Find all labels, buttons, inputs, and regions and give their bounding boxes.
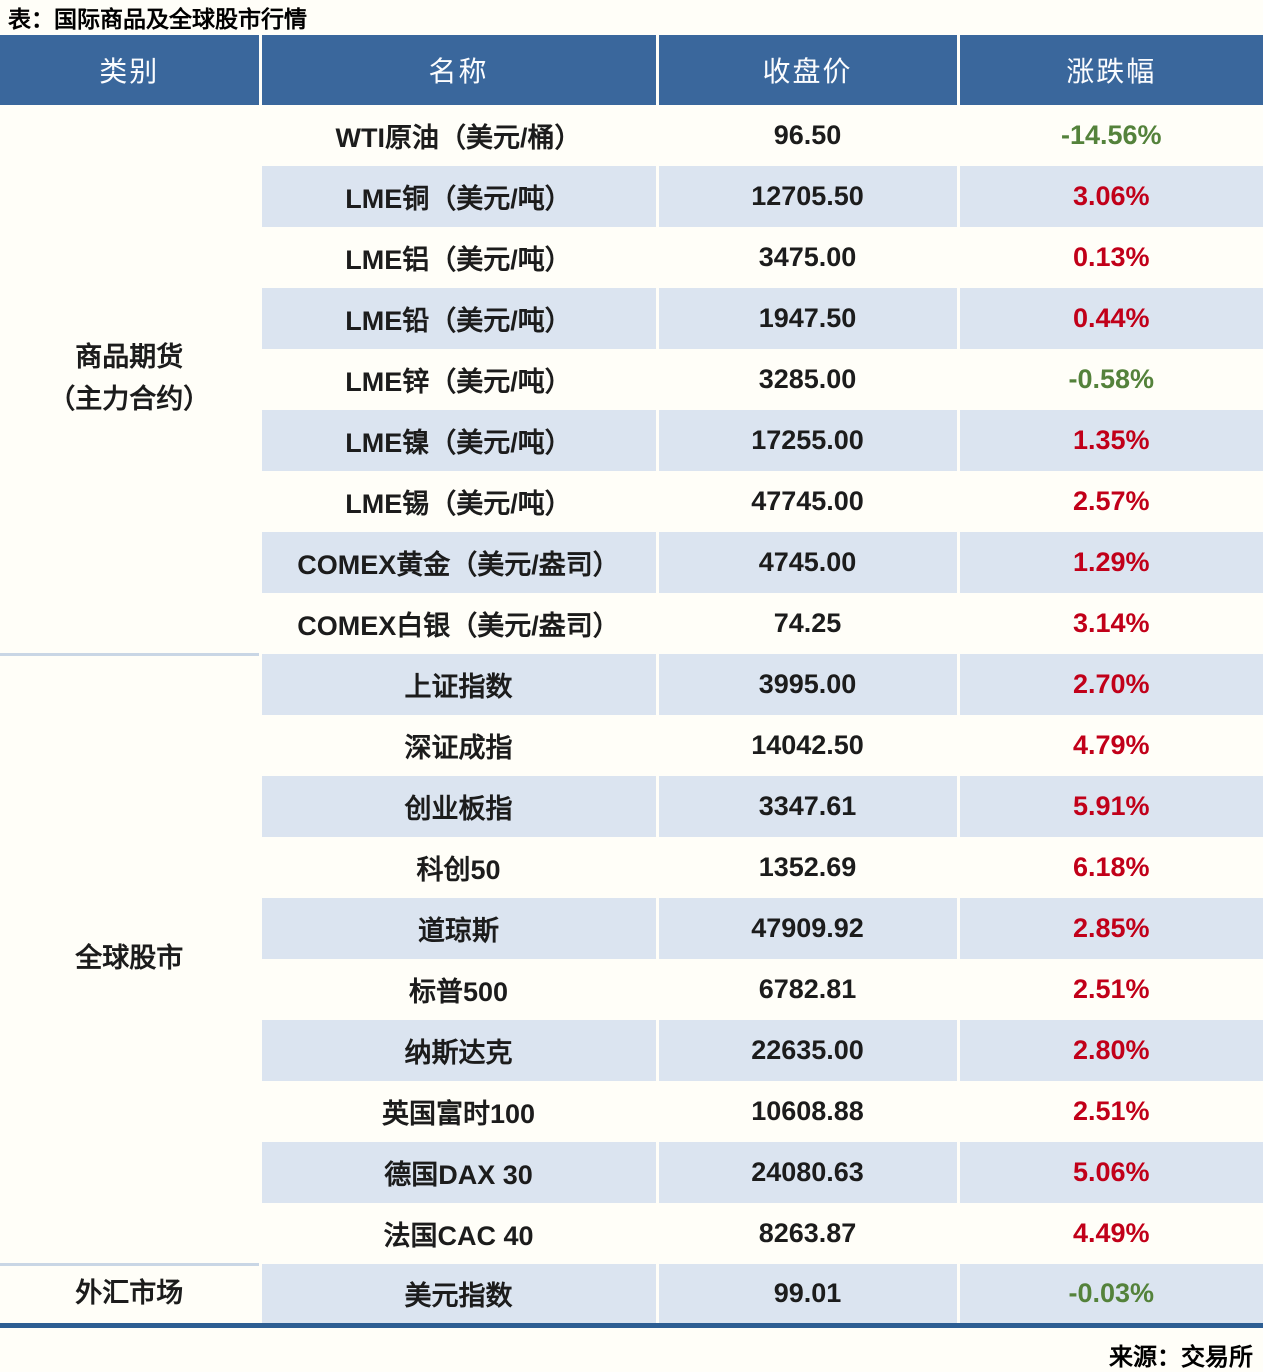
- close-price-cell: 3285.00: [655, 349, 958, 410]
- close-price-cell: 99.01: [655, 1264, 958, 1325]
- close-price-cell: 17255.00: [655, 410, 958, 471]
- change-percent-cell: 2.80%: [956, 1020, 1263, 1081]
- table-row: 外汇市场 美元指数 99.01 -0.03%: [0, 1262, 1263, 1325]
- table-row: 标普500 6782.81 2.51%: [0, 959, 1263, 1020]
- close-price-cell: 3475.00: [655, 227, 958, 288]
- change-percent-cell: 5.91%: [956, 776, 1263, 837]
- category-line: 外汇市场: [75, 1278, 184, 1309]
- change-percent-cell: 0.13%: [956, 227, 1263, 288]
- table-row: 法国CAC 40 8263.87 4.49%: [0, 1203, 1263, 1264]
- close-price-cell: 8263.87: [655, 1203, 958, 1264]
- table-row: LME铝（美元/吨） 3475.00 0.13%: [0, 227, 1263, 288]
- close-price-cell: 22635.00: [655, 1020, 958, 1081]
- table-row: 科创50 1352.69 6.18%: [0, 837, 1263, 898]
- change-percent-cell: 1.29%: [956, 532, 1263, 593]
- table-row: COMEX黄金（美元/盎司） 4745.00 1.29%: [0, 532, 1263, 593]
- table-row: 全球股市 上证指数 3995.00 2.70%: [0, 652, 1263, 1264]
- close-price-cell: 6782.81: [655, 959, 958, 1020]
- change-percent-cell: 3.06%: [956, 166, 1263, 227]
- category-cell: 外汇市场: [0, 1262, 260, 1325]
- table-row: COMEX白银（美元/盎司） 74.25 3.14%: [0, 593, 1263, 654]
- close-price-cell: 24080.63: [655, 1142, 958, 1203]
- change-percent-cell: 0.44%: [956, 288, 1263, 349]
- instrument-name-cell: LME铜（美元/吨）: [258, 166, 657, 227]
- table-row: LME铜（美元/吨） 12705.50 3.06%: [0, 166, 1263, 227]
- instrument-name-cell: COMEX白银（美元/盎司）: [258, 593, 657, 654]
- instrument-name-cell: 法国CAC 40: [258, 1203, 657, 1264]
- table-row: 道琼斯 47909.92 2.85%: [0, 898, 1263, 959]
- change-percent-cell: 3.14%: [956, 593, 1263, 654]
- header-category: 类别: [0, 35, 260, 105]
- change-percent-cell: 2.51%: [956, 1081, 1263, 1142]
- table-row: LME锌（美元/吨） 3285.00 -0.58%: [0, 349, 1263, 410]
- category-cell: 全球股市: [0, 652, 260, 1264]
- table-row: 英国富时100 10608.88 2.51%: [0, 1081, 1263, 1142]
- header-change-percent: 涨跌幅: [956, 35, 1263, 105]
- quotes-table: 类别 名称 收盘价 涨跌幅 商品期货 （主力合约） WTI原油（美元/桶） 96.50…: [0, 35, 1263, 1328]
- close-price-cell: 4745.00: [655, 532, 958, 593]
- change-percent-cell: 2.51%: [956, 959, 1263, 1020]
- instrument-name-cell: LME镍（美元/吨）: [258, 410, 657, 471]
- close-price-cell: 47909.92: [655, 898, 958, 959]
- close-price-cell: 10608.88: [655, 1081, 958, 1142]
- page-title: 表：国际商品及全球股市行情: [8, 6, 307, 32]
- close-price-cell: 12705.50: [655, 166, 958, 227]
- instrument-name-cell: 纳斯达克: [258, 1020, 657, 1081]
- table-row: LME锡（美元/吨） 47745.00 2.57%: [0, 471, 1263, 532]
- change-percent-cell: -0.03%: [956, 1264, 1263, 1325]
- instrument-name-cell: 德国DAX 30: [258, 1142, 657, 1203]
- instrument-name-cell: 道琼斯: [258, 898, 657, 959]
- change-percent-cell: 4.49%: [956, 1203, 1263, 1264]
- header-row: 类别 名称 收盘价 涨跌幅: [0, 35, 1263, 105]
- source-note: 来源：交易所: [1109, 1343, 1253, 1371]
- instrument-name-cell: COMEX黄金（美元/盎司）: [258, 532, 657, 593]
- change-percent-cell: -14.56%: [956, 105, 1263, 166]
- instrument-name-cell: LME锌（美元/吨）: [258, 349, 657, 410]
- close-price-cell: 47745.00: [655, 471, 958, 532]
- instrument-name-cell: 深证成指: [258, 715, 657, 776]
- table-row: 深证成指 14042.50 4.79%: [0, 715, 1263, 776]
- change-percent-cell: 2.70%: [956, 654, 1263, 715]
- instrument-name-cell: LME锡（美元/吨）: [258, 471, 657, 532]
- change-percent-cell: 2.85%: [956, 898, 1263, 959]
- category-line: （主力合约）: [48, 383, 211, 414]
- change-percent-cell: 6.18%: [956, 837, 1263, 898]
- close-price-cell: 3347.61: [655, 776, 958, 837]
- change-percent-cell: 2.57%: [956, 471, 1263, 532]
- header-name: 名称: [258, 35, 657, 105]
- table-body: 商品期货 （主力合约） WTI原油（美元/桶） 96.50 -14.56% LME铜（美元…: [0, 105, 1263, 1325]
- change-percent-cell: 1.35%: [956, 410, 1263, 471]
- close-price-cell: 96.50: [655, 105, 958, 166]
- table-row: 创业板指 3347.61 5.91%: [0, 776, 1263, 837]
- instrument-name-cell: 美元指数: [258, 1264, 657, 1325]
- instrument-name-cell: WTI原油（美元/桶）: [258, 105, 657, 166]
- instrument-name-cell: 科创50: [258, 837, 657, 898]
- instrument-name-cell: 创业板指: [258, 776, 657, 837]
- change-percent-cell: 4.79%: [956, 715, 1263, 776]
- table-row: LME铅（美元/吨） 1947.50 0.44%: [0, 288, 1263, 349]
- table-row: 商品期货 （主力合约） WTI原油（美元/桶） 96.50 -14.56%: [0, 105, 1263, 654]
- category-line: 商品期货: [75, 341, 184, 372]
- header-close-price: 收盘价: [655, 35, 958, 105]
- close-price-cell: 14042.50: [655, 715, 958, 776]
- category-line: 全球股市: [75, 943, 184, 974]
- table-row: 德国DAX 30 24080.63 5.06%: [0, 1142, 1263, 1203]
- instrument-name-cell: 英国富时100: [258, 1081, 657, 1142]
- close-price-cell: 3995.00: [655, 654, 958, 715]
- table-header: 类别 名称 收盘价 涨跌幅: [0, 35, 1263, 105]
- category-cell: 商品期货 （主力合约）: [0, 105, 260, 654]
- change-percent-cell: -0.58%: [956, 349, 1263, 410]
- table-row: LME镍（美元/吨） 17255.00 1.35%: [0, 410, 1263, 471]
- table-row: 纳斯达克 22635.00 2.80%: [0, 1020, 1263, 1081]
- close-price-cell: 1352.69: [655, 837, 958, 898]
- instrument-name-cell: LME铅（美元/吨）: [258, 288, 657, 349]
- instrument-name-cell: LME铝（美元/吨）: [258, 227, 657, 288]
- instrument-name-cell: 标普500: [258, 959, 657, 1020]
- close-price-cell: 74.25: [655, 593, 958, 654]
- close-price-cell: 1947.50: [655, 288, 958, 349]
- change-percent-cell: 5.06%: [956, 1142, 1263, 1203]
- instrument-name-cell: 上证指数: [258, 654, 657, 715]
